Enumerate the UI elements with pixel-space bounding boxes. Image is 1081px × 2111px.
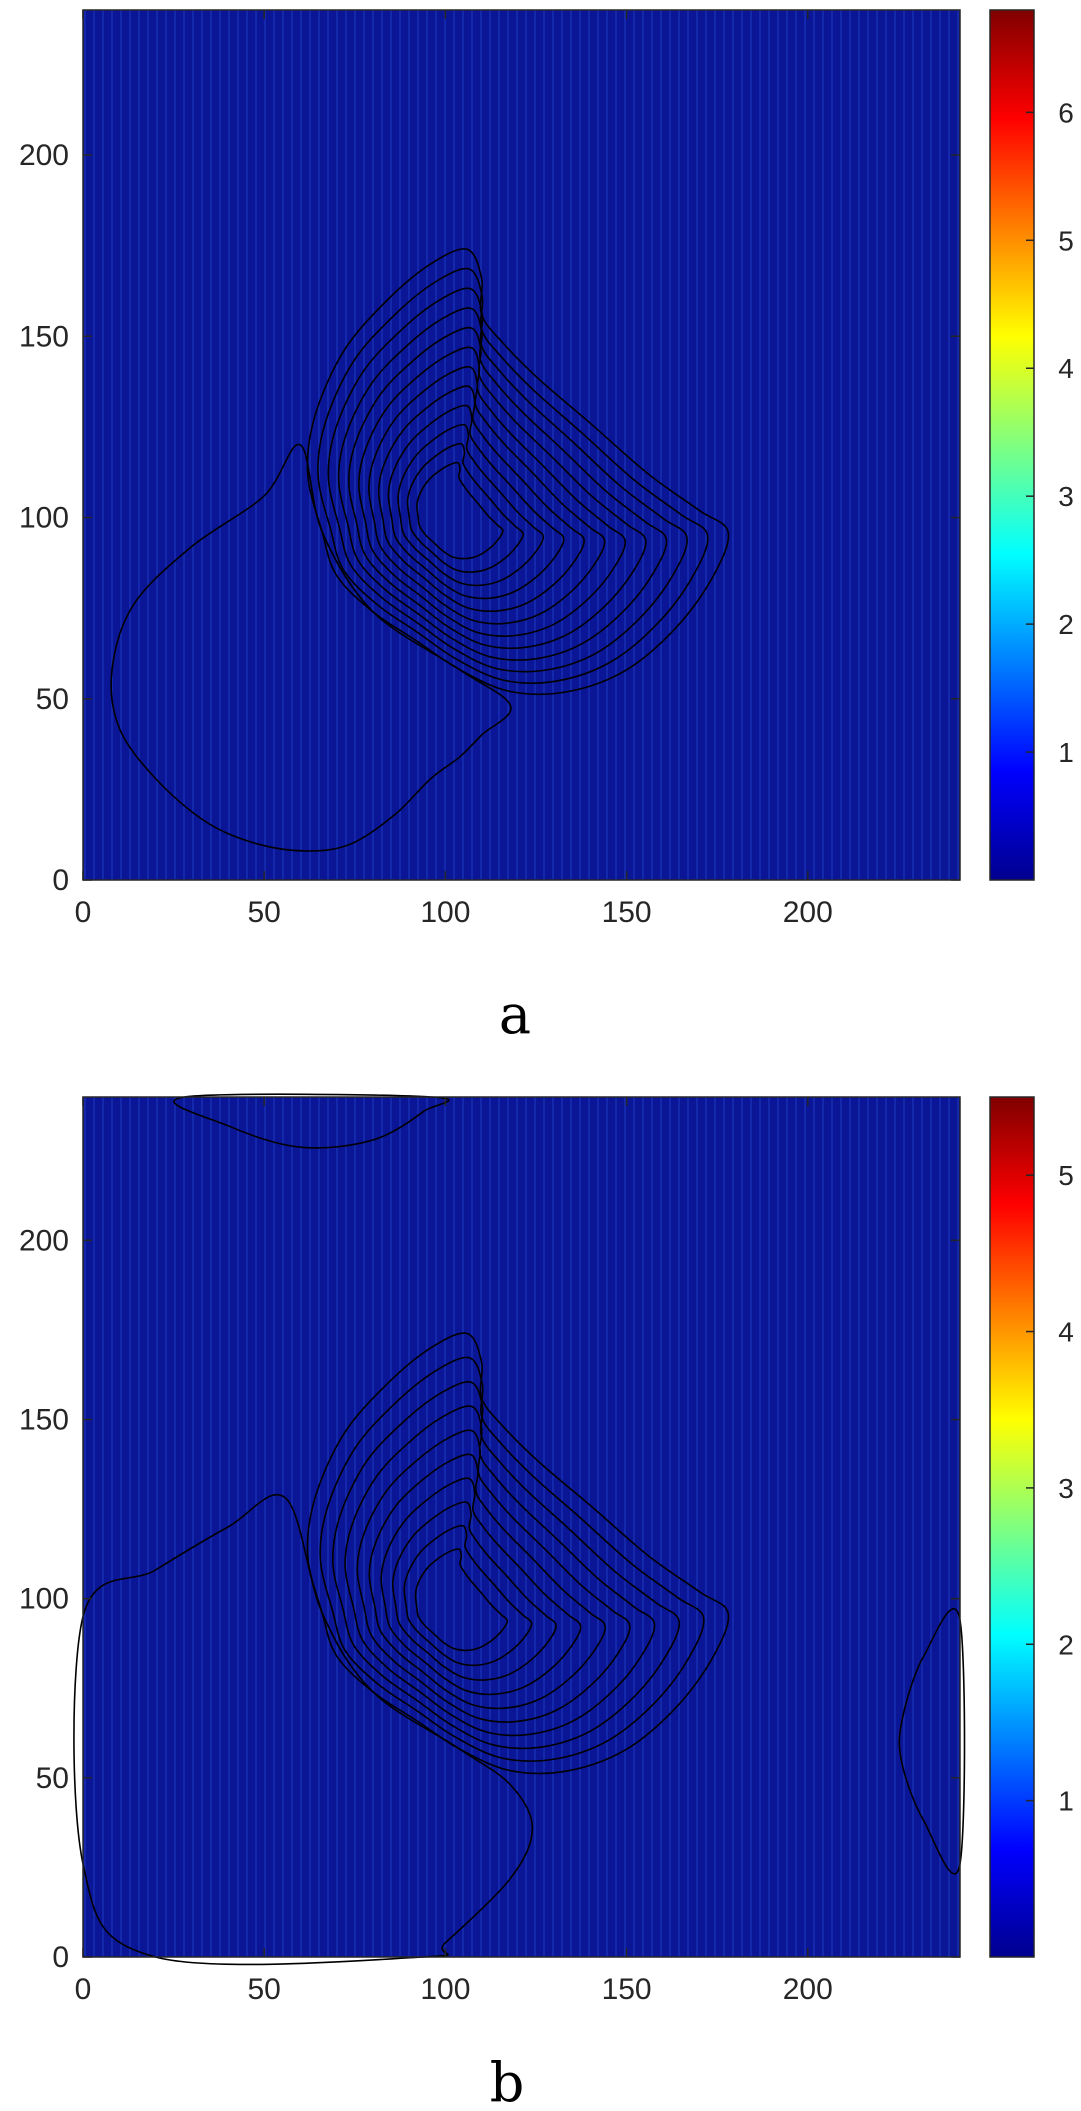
- contour-region-top: [173, 1093, 450, 1149]
- contour-level: [377, 385, 585, 613]
- y-axis: 0 50 100 150 200: [19, 139, 960, 897]
- contour-level: [368, 1453, 606, 1710]
- x-tick-label: 100: [420, 896, 470, 929]
- contour-level: [380, 1477, 582, 1696]
- contour-level: [397, 423, 545, 587]
- colorbar-tick-label: 5: [1058, 1160, 1074, 1191]
- y-tick-label: 0: [52, 1941, 69, 1974]
- panel-b: 0 50 100 150 200 0 50 100 150 200 1 2 3 4 5 b: [19, 1093, 1074, 2111]
- colorbar-tick-label: 1: [1058, 737, 1074, 768]
- colorbar-tick-label: 3: [1058, 481, 1074, 512]
- contour-level: [306, 248, 730, 695]
- colorbar-tick-label: 1: [1058, 1786, 1074, 1817]
- contour-level: [331, 1380, 681, 1750]
- x-tick-label: 200: [783, 1973, 833, 2006]
- colorbar-tick-label: 6: [1058, 97, 1074, 128]
- contour-level: [416, 461, 504, 560]
- contour-level: [327, 287, 688, 673]
- contour-level: [357, 346, 626, 637]
- contour-level: [356, 1429, 631, 1723]
- colorbar-ticks: 1 2 3 4 5: [1026, 1160, 1074, 1817]
- contour-level: [337, 307, 668, 661]
- panel-label: b: [490, 2051, 525, 2111]
- contour-fills: [110, 248, 730, 852]
- contour-level: [317, 267, 709, 684]
- y-tick-label: 200: [19, 139, 69, 172]
- contour-level: [406, 442, 524, 573]
- colorbar-tick-label: 4: [1058, 353, 1074, 384]
- x-tick-label: 100: [420, 1973, 470, 2006]
- contour-level: [387, 404, 565, 600]
- colorbar-tick-label: 3: [1058, 1473, 1074, 1504]
- x-tick-label: 0: [75, 1973, 92, 2006]
- contour-level: [319, 1356, 705, 1762]
- x-tick-label: 0: [75, 896, 92, 929]
- colorbar-gradient: [990, 10, 1034, 880]
- x-tick-label: 50: [248, 1973, 281, 2006]
- colorbar-tick-label: 2: [1058, 1629, 1074, 1660]
- y-tick-label: 100: [19, 1583, 69, 1616]
- colorbar: 1 2 3 4 5: [989, 1096, 1074, 1958]
- y-tick-label: 100: [19, 502, 69, 535]
- x-tick-label: 150: [602, 1973, 652, 2006]
- y-axis: 0 50 100 150 200: [19, 1224, 960, 1974]
- contour-region-low: [73, 1493, 534, 1966]
- contour-region-low: [110, 443, 512, 852]
- y-tick-label: 200: [19, 1224, 69, 1257]
- colorbar-tick-label: 2: [1058, 609, 1074, 640]
- plot-area: [73, 1093, 966, 1966]
- colorbar-frame: [989, 9, 1035, 881]
- y-tick-label: 50: [36, 683, 69, 716]
- colorbar-tick-label: 5: [1058, 225, 1074, 256]
- colorbar: 1 2 3 4 5 6: [989, 9, 1074, 881]
- contour-level: [306, 1332, 730, 1775]
- x-tick-label: 50: [248, 896, 281, 929]
- contour-fills: [73, 1093, 966, 1966]
- contour-level: [344, 1405, 656, 1737]
- x-tick-label: 150: [602, 896, 652, 929]
- x-axis: 0 50 100 150 200: [75, 10, 833, 929]
- colorbar-frame: [989, 1096, 1035, 1958]
- panel-a: 0 50 100 150 200 0 50 100 150 200 1 2 3 4 5 6 a: [19, 9, 1074, 1046]
- contour-level: [391, 1501, 557, 1681]
- contour-level: [403, 1524, 533, 1667]
- colorbar-gradient: [990, 1097, 1034, 1957]
- axes-box: [82, 9, 961, 881]
- panel-label: a: [499, 983, 531, 1046]
- y-tick-label: 0: [52, 864, 69, 897]
- y-tick-label: 150: [19, 320, 69, 353]
- contour-level: [414, 1548, 509, 1652]
- colorbar-tick-label: 4: [1058, 1317, 1074, 1348]
- contour-level: [347, 326, 647, 650]
- axes-box: [82, 1096, 961, 1958]
- colorbar-ticks: 1 2 3 4 5 6: [1026, 97, 1074, 768]
- contour-level: [367, 365, 606, 625]
- x-axis: 0 50 100 150 200: [75, 1097, 833, 2006]
- x-tick-label: 200: [783, 896, 833, 929]
- y-tick-label: 150: [19, 1404, 69, 1437]
- y-tick-label: 50: [36, 1762, 69, 1795]
- contour-region-right: [898, 1608, 966, 1875]
- plot-area: [83, 10, 960, 880]
